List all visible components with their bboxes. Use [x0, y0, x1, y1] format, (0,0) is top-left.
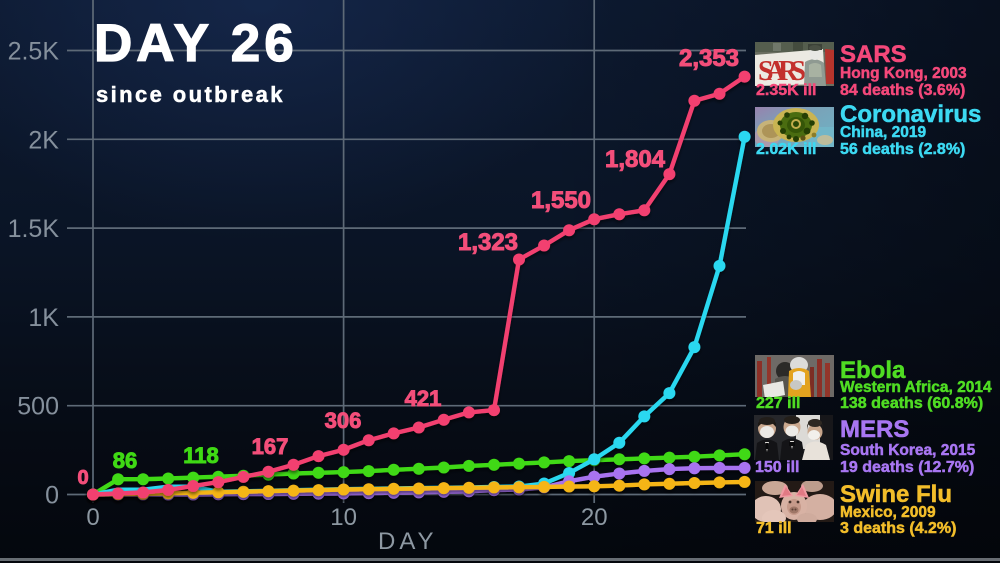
svg-text:1.5K: 1.5K [8, 215, 60, 243]
svg-text:2,353: 2,353 [679, 45, 739, 72]
svg-text:1,323: 1,323 [458, 229, 518, 256]
svg-text:1,550: 1,550 [531, 187, 591, 214]
svg-text:86: 86 [113, 448, 137, 473]
svg-text:1K: 1K [28, 304, 59, 332]
svg-text:118: 118 [183, 443, 219, 468]
svg-text:1,804: 1,804 [605, 146, 666, 173]
svg-text:SARS: SARS [758, 56, 806, 86]
svg-text:421: 421 [405, 386, 442, 411]
svg-text:0: 0 [77, 467, 88, 489]
svg-text:2.5K: 2.5K [8, 38, 60, 66]
svg-text:500: 500 [17, 393, 59, 421]
svg-text:0: 0 [45, 482, 59, 510]
svg-text:20: 20 [581, 504, 608, 531]
svg-text:306: 306 [325, 408, 362, 433]
svg-text:167: 167 [252, 434, 289, 459]
svg-text:0: 0 [86, 504, 99, 531]
svg-text:2K: 2K [28, 126, 59, 154]
svg-text:10: 10 [330, 504, 357, 531]
